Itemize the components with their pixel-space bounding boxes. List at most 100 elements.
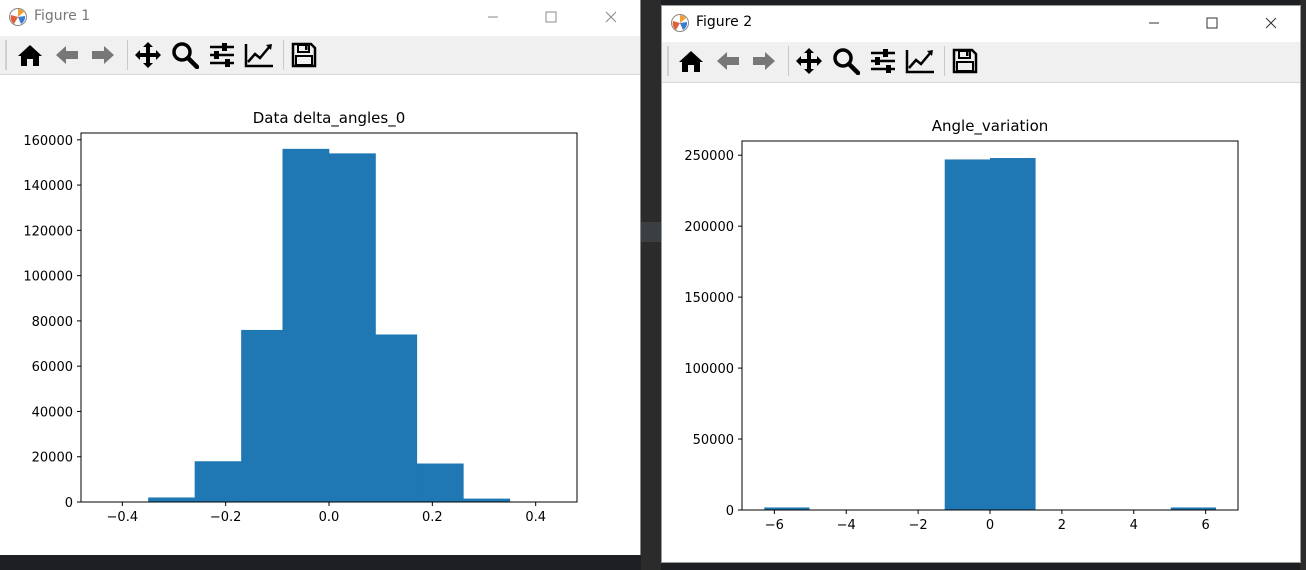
x-tick-label: 0.0 bbox=[319, 510, 340, 525]
x-tick-label: 0.4 bbox=[525, 510, 546, 525]
configure-subplots-button[interactable] bbox=[207, 40, 237, 70]
histogram-bar bbox=[944, 159, 991, 510]
figure-2-window: Figure 2 bbox=[661, 5, 1301, 563]
pan-button[interactable] bbox=[794, 46, 824, 76]
title-bar[interactable]: Figure 1 bbox=[0, 0, 640, 33]
figure-1-window: Figure 1 bbox=[0, 0, 641, 555]
y-tick-label: 100000 bbox=[23, 270, 73, 285]
zoom-button[interactable] bbox=[831, 46, 861, 76]
x-tick-label: 4 bbox=[1130, 518, 1138, 533]
zoom-icon bbox=[833, 48, 860, 75]
save-button[interactable] bbox=[950, 46, 980, 76]
forward-icon bbox=[753, 52, 775, 70]
toolbar-separator bbox=[127, 40, 128, 70]
histogram-bar bbox=[282, 148, 330, 502]
matplotlib-logo-icon bbox=[9, 8, 27, 26]
home-button[interactable] bbox=[676, 46, 706, 76]
zoom-icon bbox=[172, 42, 199, 69]
forward-button[interactable] bbox=[749, 46, 779, 76]
y-tick-label: 150000 bbox=[684, 291, 734, 306]
background-editor-edge bbox=[1300, 0, 1306, 570]
histogram-bar bbox=[1170, 507, 1217, 510]
edit-axis-button[interactable] bbox=[905, 46, 935, 76]
y-tick-label: 0 bbox=[726, 504, 734, 519]
configure-subplots-icon bbox=[871, 49, 895, 73]
minimize-button[interactable] bbox=[470, 0, 516, 33]
navigation-toolbar bbox=[662, 42, 1300, 83]
figure-2-plot: Angle_variation −6 −4 −2 0 2 4 6 0 50000 100000 150… bbox=[684, 117, 1239, 533]
edit-axis-icon bbox=[905, 50, 934, 74]
minimize-button[interactable] bbox=[1131, 6, 1177, 39]
back-icon bbox=[717, 52, 739, 70]
y-tick-label: 60000 bbox=[32, 360, 73, 375]
close-button[interactable] bbox=[1248, 6, 1294, 39]
edit-axis-icon bbox=[244, 44, 273, 68]
toolbar-separator bbox=[283, 40, 284, 70]
forward-icon bbox=[92, 46, 114, 64]
y-tick-label: 200000 bbox=[684, 220, 734, 235]
y-tick-label: 120000 bbox=[23, 224, 73, 239]
maximize-icon bbox=[545, 11, 557, 22]
window-title: Figure 2 bbox=[696, 14, 753, 30]
configure-subplots-button[interactable] bbox=[868, 46, 898, 76]
title-bar[interactable]: Figure 2 bbox=[662, 6, 1300, 39]
maximize-icon bbox=[1206, 17, 1218, 28]
home-icon bbox=[18, 45, 42, 66]
y-tick-label: 20000 bbox=[32, 451, 73, 466]
close-icon bbox=[605, 11, 617, 22]
forward-button[interactable] bbox=[88, 40, 118, 70]
y-tick-label: 40000 bbox=[32, 405, 73, 420]
pan-button[interactable] bbox=[133, 40, 163, 70]
y-tick-label: 80000 bbox=[32, 315, 73, 330]
navigation-toolbar bbox=[0, 36, 640, 75]
save-icon bbox=[291, 42, 317, 68]
histogram-bar bbox=[990, 158, 1036, 510]
x-tick-label: −0.2 bbox=[210, 510, 242, 525]
figure-1-plot: Data delta_angles_0 −0.4 −0.2 0.0 0.2 0.4 0 200… bbox=[23, 109, 578, 525]
home-icon bbox=[679, 51, 703, 72]
zoom-button[interactable] bbox=[170, 40, 200, 70]
maximize-button[interactable] bbox=[528, 0, 574, 33]
toolbar-separator bbox=[788, 46, 789, 76]
back-icon bbox=[56, 46, 78, 64]
histogram-bar bbox=[764, 507, 810, 510]
x-tick-label: −6 bbox=[765, 518, 784, 533]
matplotlib-logo-icon bbox=[671, 14, 689, 32]
chart-title: Angle_variation bbox=[932, 117, 1049, 136]
y-tick-label: 160000 bbox=[23, 134, 73, 149]
histogram-bar bbox=[241, 329, 283, 502]
pan-icon bbox=[135, 42, 161, 68]
back-button[interactable] bbox=[52, 40, 82, 70]
minimize-icon bbox=[1149, 22, 1159, 23]
y-tick-label: 50000 bbox=[693, 433, 734, 448]
pan-icon bbox=[796, 48, 822, 74]
histogram-bar bbox=[148, 497, 195, 502]
x-tick-label: 0.2 bbox=[422, 510, 443, 525]
x-tick-label: −4 bbox=[837, 518, 856, 533]
histogram-bar bbox=[416, 463, 464, 502]
y-tick-label: 100000 bbox=[684, 362, 734, 377]
x-tick-label: −2 bbox=[909, 518, 928, 533]
histogram-bar bbox=[375, 334, 418, 502]
y-tick-label: 140000 bbox=[23, 179, 73, 194]
histogram-bar bbox=[329, 153, 376, 502]
background-gap bbox=[641, 0, 661, 570]
save-icon bbox=[952, 48, 978, 74]
toolbar-grip[interactable] bbox=[5, 40, 7, 70]
minimize-icon bbox=[488, 16, 498, 17]
x-tick-label: −0.4 bbox=[107, 510, 139, 525]
maximize-button[interactable] bbox=[1189, 6, 1235, 39]
x-tick-label: 6 bbox=[1202, 518, 1210, 533]
toolbar-grip[interactable] bbox=[667, 46, 669, 76]
x-tick-label: 0 bbox=[986, 518, 994, 533]
close-button[interactable] bbox=[588, 0, 634, 33]
histogram-bar bbox=[194, 461, 242, 502]
back-button[interactable] bbox=[713, 46, 743, 76]
histogram-bar bbox=[463, 498, 511, 502]
toolbar-separator bbox=[944, 46, 945, 76]
edit-axis-button[interactable] bbox=[244, 40, 274, 70]
save-button[interactable] bbox=[289, 40, 319, 70]
background-tab bbox=[641, 222, 661, 242]
chart-title: Data delta_angles_0 bbox=[253, 109, 406, 128]
home-button[interactable] bbox=[15, 40, 45, 70]
